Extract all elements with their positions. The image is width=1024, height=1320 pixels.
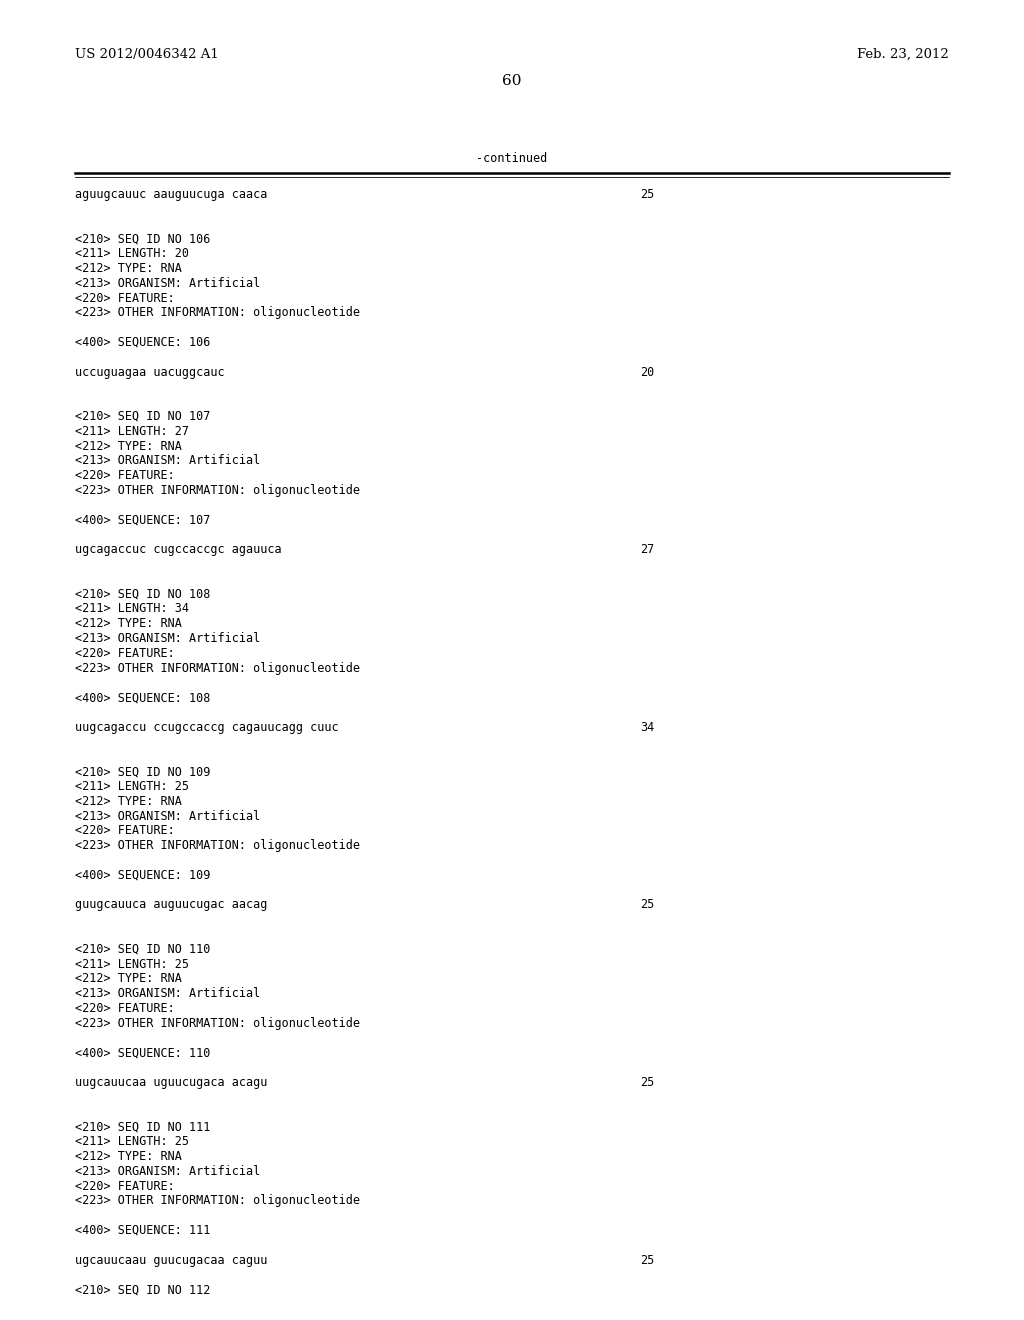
Text: <223> OTHER INFORMATION: oligonucleotide: <223> OTHER INFORMATION: oligonucleotide [75,1016,360,1030]
Text: <220> FEATURE:: <220> FEATURE: [75,647,175,660]
Text: <223> OTHER INFORMATION: oligonucleotide: <223> OTHER INFORMATION: oligonucleotide [75,306,360,319]
Text: <400> SEQUENCE: 111: <400> SEQUENCE: 111 [75,1224,210,1237]
Text: uugcagaccu ccugccaccg cagauucagg cuuc: uugcagaccu ccugccaccg cagauucagg cuuc [75,721,339,734]
Text: 25: 25 [640,187,654,201]
Text: Feb. 23, 2012: Feb. 23, 2012 [857,48,949,61]
Text: uugcauucaa uguucugaca acagu: uugcauucaa uguucugaca acagu [75,1076,267,1089]
Text: <211> LENGTH: 27: <211> LENGTH: 27 [75,425,189,438]
Text: <212> TYPE: RNA: <212> TYPE: RNA [75,795,182,808]
Text: <212> TYPE: RNA: <212> TYPE: RNA [75,1150,182,1163]
Text: <210> SEQ ID NO 108: <210> SEQ ID NO 108 [75,587,210,601]
Text: <220> FEATURE:: <220> FEATURE: [75,1002,175,1015]
Text: US 2012/0046342 A1: US 2012/0046342 A1 [75,48,219,61]
Text: <400> SEQUENCE: 106: <400> SEQUENCE: 106 [75,337,210,348]
Text: <210> SEQ ID NO 109: <210> SEQ ID NO 109 [75,766,210,779]
Text: 25: 25 [640,899,654,911]
Text: uccuguagaa uacuggcauc: uccuguagaa uacuggcauc [75,366,224,379]
Text: <213> ORGANISM: Artificial: <213> ORGANISM: Artificial [75,632,260,645]
Text: <212> TYPE: RNA: <212> TYPE: RNA [75,261,182,275]
Text: aguugcauuc aauguucuga caaca: aguugcauuc aauguucuga caaca [75,187,267,201]
Text: <212> TYPE: RNA: <212> TYPE: RNA [75,618,182,630]
Text: <211> LENGTH: 25: <211> LENGTH: 25 [75,780,189,793]
Text: <400> SEQUENCE: 109: <400> SEQUENCE: 109 [75,869,210,882]
Text: 34: 34 [640,721,654,734]
Text: <210> SEQ ID NO 106: <210> SEQ ID NO 106 [75,232,210,246]
Text: <211> LENGTH: 25: <211> LENGTH: 25 [75,957,189,970]
Text: <220> FEATURE:: <220> FEATURE: [75,825,175,837]
Text: <220> FEATURE:: <220> FEATURE: [75,469,175,482]
Text: 25: 25 [640,1076,654,1089]
Text: <211> LENGTH: 34: <211> LENGTH: 34 [75,602,189,615]
Text: <220> FEATURE:: <220> FEATURE: [75,292,175,305]
Text: <213> ORGANISM: Artificial: <213> ORGANISM: Artificial [75,987,260,1001]
Text: <223> OTHER INFORMATION: oligonucleotide: <223> OTHER INFORMATION: oligonucleotide [75,484,360,498]
Text: <210> SEQ ID NO 112: <210> SEQ ID NO 112 [75,1283,210,1296]
Text: 25: 25 [640,1254,654,1267]
Text: -continued: -continued [476,152,548,165]
Text: <210> SEQ ID NO 110: <210> SEQ ID NO 110 [75,942,210,956]
Text: <212> TYPE: RNA: <212> TYPE: RNA [75,973,182,986]
Text: <213> ORGANISM: Artificial: <213> ORGANISM: Artificial [75,454,260,467]
Text: <211> LENGTH: 20: <211> LENGTH: 20 [75,247,189,260]
Text: <213> ORGANISM: Artificial: <213> ORGANISM: Artificial [75,1164,260,1177]
Text: <213> ORGANISM: Artificial: <213> ORGANISM: Artificial [75,277,260,290]
Text: 60: 60 [502,74,522,88]
Text: <400> SEQUENCE: 107: <400> SEQUENCE: 107 [75,513,210,527]
Text: guugcauuca auguucugac aacag: guugcauuca auguucugac aacag [75,899,267,911]
Text: <212> TYPE: RNA: <212> TYPE: RNA [75,440,182,453]
Text: <210> SEQ ID NO 111: <210> SEQ ID NO 111 [75,1121,210,1134]
Text: <223> OTHER INFORMATION: oligonucleotide: <223> OTHER INFORMATION: oligonucleotide [75,840,360,853]
Text: <223> OTHER INFORMATION: oligonucleotide: <223> OTHER INFORMATION: oligonucleotide [75,1195,360,1208]
Text: <400> SEQUENCE: 108: <400> SEQUENCE: 108 [75,692,210,704]
Text: <213> ORGANISM: Artificial: <213> ORGANISM: Artificial [75,809,260,822]
Text: <220> FEATURE:: <220> FEATURE: [75,1180,175,1192]
Text: ugcagaccuc cugccaccgc agauuca: ugcagaccuc cugccaccgc agauuca [75,544,282,556]
Text: <210> SEQ ID NO 107: <210> SEQ ID NO 107 [75,411,210,422]
Text: 27: 27 [640,544,654,556]
Text: 20: 20 [640,366,654,379]
Text: <211> LENGTH: 25: <211> LENGTH: 25 [75,1135,189,1148]
Text: ugcauucaau guucugacaa caguu: ugcauucaau guucugacaa caguu [75,1254,267,1267]
Text: <400> SEQUENCE: 110: <400> SEQUENCE: 110 [75,1047,210,1060]
Text: <223> OTHER INFORMATION: oligonucleotide: <223> OTHER INFORMATION: oligonucleotide [75,661,360,675]
